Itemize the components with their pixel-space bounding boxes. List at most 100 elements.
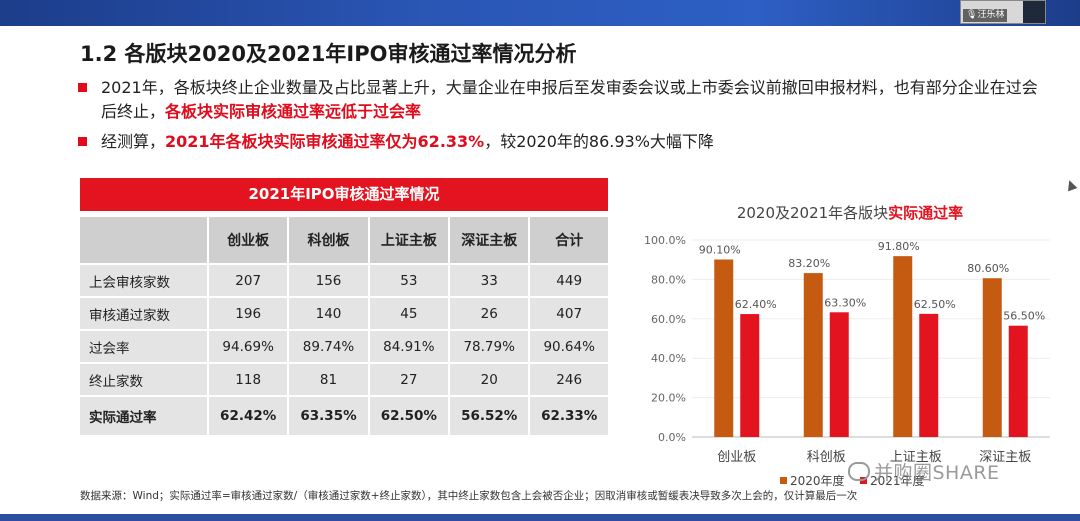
approval-rate-chart: 2020及2021年各版块实际通过率 0.0% 20.0% 40.0% 60.0% 80.… — [640, 174, 1060, 504]
table-cell: 449 — [530, 265, 608, 296]
table-row: 实际通过率 62.42% 63.35% 62.50% 56.52% 62.33% — [80, 397, 608, 435]
y-tick-label: 100.0% — [644, 234, 686, 247]
table-cell: 20 — [450, 364, 531, 395]
y-tick-label: 40.0% — [651, 352, 686, 365]
legend-entry: 2020年度 — [790, 473, 845, 488]
table-cell: 89.74% — [289, 331, 370, 362]
table-cell: 62.50% — [369, 397, 451, 435]
mouse-cursor-icon — [1064, 178, 1078, 192]
table-cell: 84.91% — [369, 331, 451, 362]
bullet-2-text-b: ，较2020年的86.93%大幅下降 — [484, 132, 714, 151]
bullet-point-1: 2021年，各板块终止企业数量及占比显著上升，大量企业在申报后至发审委会议或上市… — [78, 76, 1048, 124]
table-cell: 156 — [289, 265, 370, 296]
table-title: 2021年IPO审核通过率情况 — [80, 178, 608, 211]
participant-name-label: 🎙汪乐林 — [963, 9, 1008, 22]
footnote: 数据来源：Wind；实际通过率=审核通过家数/（审核通过家数+终止家数），其中终… — [80, 490, 858, 502]
y-tick-label: 80.0% — [651, 273, 686, 286]
table-cell: 246 — [530, 364, 608, 395]
watermark-text: 并购圈SHARE — [874, 462, 1000, 484]
chart-title-highlight: 实际通过率 — [888, 204, 963, 222]
table-cell: 45 — [369, 298, 451, 329]
presentation-slide: 1.2 各版块2020及2021年IPO审核通过率情况分析 2021年，各板块终… — [0, 26, 1080, 514]
wechat-icon — [848, 462, 870, 481]
table-cell: 62.42% — [209, 397, 290, 435]
data-label: 80.60% — [967, 262, 1009, 275]
table-cell: 53 — [369, 265, 451, 296]
legend-swatch — [780, 477, 787, 484]
bar-2020 — [982, 278, 1002, 437]
table-cell: 62.33% — [530, 397, 608, 435]
table-corner-cell — [80, 217, 209, 263]
bar-2020 — [893, 256, 913, 437]
legend-entry: 2021年度 — [870, 473, 925, 488]
bar-2021 — [740, 314, 760, 437]
x-tick-label: 科创板 — [807, 450, 846, 465]
table-cell: 81 — [289, 364, 370, 395]
ipo-approval-table: 创业板 科创板 上证主板 深证主板 合计 上会审核家数 207 156 53 3… — [80, 215, 608, 437]
table-cell: 140 — [289, 298, 370, 329]
watermark: 并购圈SHARE — [848, 458, 1000, 485]
table-cell: 207 — [209, 265, 290, 296]
data-label: 62.50% — [914, 298, 956, 311]
y-tick-label: 20.0% — [651, 392, 686, 405]
table-row: 终止家数 118 81 27 20 246 — [80, 364, 608, 395]
microphone-icon: 🎙 — [966, 10, 978, 20]
row-label: 终止家数 — [80, 364, 209, 395]
row-label: 上会审核家数 — [80, 265, 209, 296]
table-cell: 407 — [530, 298, 608, 329]
table-cell: 26 — [450, 298, 531, 329]
table-cell: 63.35% — [289, 397, 370, 435]
row-label: 审核通过家数 — [80, 298, 209, 329]
table-cell: 90.64% — [530, 331, 608, 362]
column-header: 科创板 — [289, 217, 370, 263]
bullet-2-text-a: 经测算， — [101, 132, 166, 151]
slide-title: 1.2 各版块2020及2021年IPO审核通过率情况分析 — [80, 42, 577, 66]
row-label: 实际通过率 — [80, 397, 209, 435]
table-cell: 118 — [209, 364, 290, 395]
bullet-square-icon — [78, 137, 87, 146]
column-header: 创业板 — [209, 217, 290, 263]
table-row: 过会率 94.69% 89.74% 84.91% 78.79% 90.64% — [80, 331, 608, 362]
participant-video-tile[interactable]: 🎙汪乐林 — [960, 0, 1046, 24]
table-cell: 27 — [369, 364, 451, 395]
data-label: 63.30% — [824, 296, 866, 309]
data-label: 83.20% — [788, 257, 830, 270]
table-cell: 196 — [209, 298, 290, 329]
bullet-2-highlight: 2021年各板块实际审核通过率仅为62.33% — [165, 132, 485, 151]
data-label: 91.80% — [878, 240, 920, 253]
x-tick-label: 创业板 — [717, 450, 756, 465]
bullet-1-highlight: 各板块实际审核通过率远低于过会率 — [165, 102, 422, 121]
chart-title: 2020及2021年各版块实际通过率 — [737, 204, 963, 222]
table-header-row: 创业板 科创板 上证主板 深证主板 合计 — [80, 217, 608, 263]
chart-title-prefix: 2020及2021年各版块 — [737, 204, 888, 222]
column-header: 合计 — [530, 217, 608, 263]
bar-2021 — [919, 313, 939, 437]
y-tick-label: 0.0% — [658, 431, 686, 444]
participant-avatar — [1023, 1, 1045, 23]
data-label: 56.50% — [1003, 310, 1045, 323]
row-label: 过会率 — [80, 331, 209, 362]
x-tick-label: 上证主板 — [890, 450, 942, 465]
table-row: 审核通过家数 196 140 45 26 407 — [80, 298, 608, 329]
data-label: 62.40% — [735, 298, 777, 311]
table-cell: 56.52% — [450, 397, 531, 435]
meeting-bottom-bar — [0, 514, 1080, 521]
bar-chart-svg: 2020及2021年各版块实际通过率 0.0% 20.0% 40.0% 60.0% 80.… — [644, 204, 1050, 488]
x-tick-label: 深证主板 — [979, 450, 1031, 465]
meeting-top-bar: 🎙汪乐林 — [0, 0, 1080, 26]
bar-2021 — [829, 312, 849, 437]
bar-2020 — [714, 259, 734, 437]
bar-2020 — [803, 273, 823, 437]
y-tick-label: 60.0% — [651, 313, 686, 326]
data-label: 90.10% — [699, 244, 741, 257]
bullet-square-icon — [78, 83, 87, 92]
bar-2021 — [1008, 325, 1028, 437]
column-header: 深证主板 — [450, 217, 531, 263]
bullet-1-text: 2021年，各板块终止企业数量及占比显著上升，大量企业在申报后至发审委会议或上市… — [101, 78, 1038, 121]
table-cell: 94.69% — [209, 331, 290, 362]
bullet-point-2: 经测算，2021年各板块实际审核通过率仅为62.33%，较2020年的86.93… — [78, 130, 1048, 154]
table-row: 上会审核家数 207 156 53 33 449 — [80, 265, 608, 296]
table-cell: 78.79% — [450, 331, 531, 362]
column-header: 上证主板 — [369, 217, 451, 263]
table-cell: 33 — [450, 265, 531, 296]
